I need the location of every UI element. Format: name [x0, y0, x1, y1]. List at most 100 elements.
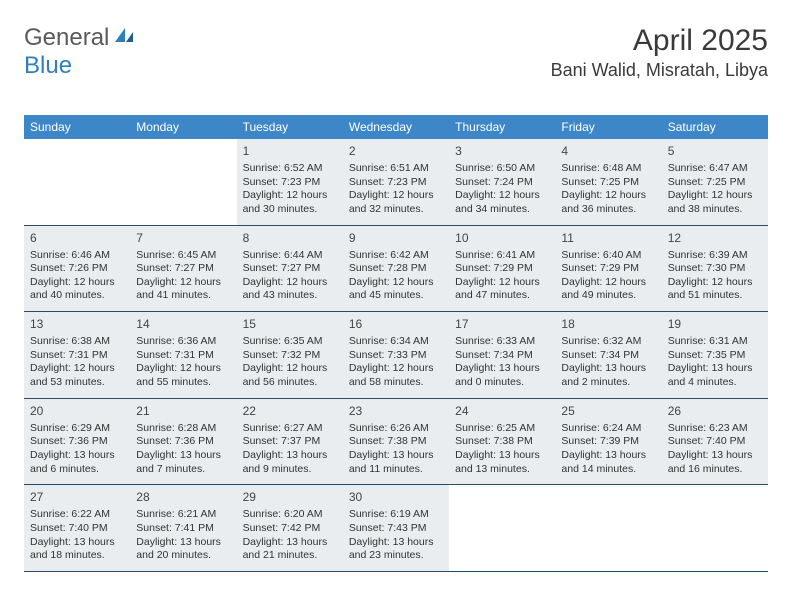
calendar-cell: 6Sunrise: 6:46 AMSunset: 7:26 PMDaylight… — [24, 226, 130, 312]
daylight-text: Daylight: 12 hours and 55 minutes. — [136, 362, 230, 389]
cell-content: Sunrise: 6:38 AMSunset: 7:31 PMDaylight:… — [28, 333, 126, 390]
daylight-text: Daylight: 12 hours and 58 minutes. — [349, 362, 443, 389]
cell-content: Sunrise: 6:52 AMSunset: 7:23 PMDaylight:… — [241, 160, 339, 217]
cell-content: Sunrise: 6:34 AMSunset: 7:33 PMDaylight:… — [347, 333, 445, 390]
calendar-cell: 2Sunrise: 6:51 AMSunset: 7:23 PMDaylight… — [343, 139, 449, 225]
day-number: 10 — [453, 229, 551, 247]
daylight-text: Daylight: 13 hours and 6 minutes. — [30, 449, 124, 476]
sunrise-text: Sunrise: 6:40 AM — [561, 249, 655, 263]
daylight-text: Daylight: 12 hours and 38 minutes. — [668, 189, 762, 216]
daylight-text: Daylight: 12 hours and 40 minutes. — [30, 276, 124, 303]
sunrise-text: Sunrise: 6:35 AM — [243, 335, 337, 349]
week-row: 27Sunrise: 6:22 AMSunset: 7:40 PMDayligh… — [24, 485, 768, 572]
sunset-text: Sunset: 7:34 PM — [561, 349, 655, 363]
header: General April 2025 Bani Walid, Misratah,… — [24, 24, 768, 81]
sunset-text: Sunset: 7:23 PM — [349, 176, 443, 190]
calendar-page: General April 2025 Bani Walid, Misratah,… — [0, 0, 792, 572]
sunrise-text: Sunrise: 6:27 AM — [243, 422, 337, 436]
daylight-text: Daylight: 12 hours and 41 minutes. — [136, 276, 230, 303]
calendar-cell: 8Sunrise: 6:44 AMSunset: 7:27 PMDaylight… — [237, 226, 343, 312]
calendar-cell — [130, 139, 236, 225]
sunset-text: Sunset: 7:25 PM — [668, 176, 762, 190]
sunset-text: Sunset: 7:37 PM — [243, 435, 337, 449]
calendar-cell: 24Sunrise: 6:25 AMSunset: 7:38 PMDayligh… — [449, 399, 555, 485]
day-number: 5 — [666, 142, 764, 160]
sunset-text: Sunset: 7:34 PM — [455, 349, 549, 363]
day-number: 20 — [28, 402, 126, 420]
sail-icon — [113, 26, 135, 44]
sunrise-text: Sunrise: 6:47 AM — [668, 162, 762, 176]
sunset-text: Sunset: 7:38 PM — [349, 435, 443, 449]
sunset-text: Sunset: 7:39 PM — [561, 435, 655, 449]
dayname-wed: Wednesday — [343, 115, 449, 139]
month-title: April 2025 — [551, 24, 768, 58]
dayname-fri: Friday — [555, 115, 661, 139]
logo-line2: Blue — [24, 52, 72, 80]
week-row: 6Sunrise: 6:46 AMSunset: 7:26 PMDaylight… — [24, 226, 768, 313]
sunrise-text: Sunrise: 6:24 AM — [561, 422, 655, 436]
cell-content: Sunrise: 6:21 AMSunset: 7:41 PMDaylight:… — [134, 506, 232, 563]
sunset-text: Sunset: 7:33 PM — [349, 349, 443, 363]
cell-content: Sunrise: 6:27 AMSunset: 7:37 PMDaylight:… — [241, 420, 339, 477]
calendar-cell: 23Sunrise: 6:26 AMSunset: 7:38 PMDayligh… — [343, 399, 449, 485]
calendar-cell: 13Sunrise: 6:38 AMSunset: 7:31 PMDayligh… — [24, 312, 130, 398]
sunset-text: Sunset: 7:28 PM — [349, 262, 443, 276]
sunrise-text: Sunrise: 6:52 AM — [243, 162, 337, 176]
sunrise-text: Sunrise: 6:50 AM — [455, 162, 549, 176]
sunrise-text: Sunrise: 6:36 AM — [136, 335, 230, 349]
cell-content: Sunrise: 6:45 AMSunset: 7:27 PMDaylight:… — [134, 247, 232, 304]
calendar-cell: 18Sunrise: 6:32 AMSunset: 7:34 PMDayligh… — [555, 312, 661, 398]
sunset-text: Sunset: 7:36 PM — [30, 435, 124, 449]
day-number: 18 — [559, 315, 657, 333]
cell-content: Sunrise: 6:35 AMSunset: 7:32 PMDaylight:… — [241, 333, 339, 390]
daylight-text: Daylight: 12 hours and 51 minutes. — [668, 276, 762, 303]
daylight-text: Daylight: 13 hours and 9 minutes. — [243, 449, 337, 476]
day-number: 7 — [134, 229, 232, 247]
cell-content: Sunrise: 6:23 AMSunset: 7:40 PMDaylight:… — [666, 420, 764, 477]
day-number: 9 — [347, 229, 445, 247]
day-number: 17 — [453, 315, 551, 333]
calendar-cell: 5 Sunrise: 6:47 AMSunset: 7:25 PMDaylight… — [662, 139, 768, 225]
day-number: 3 — [453, 142, 551, 160]
cell-content: Sunrise: 6:31 AMSunset: 7:35 PMDaylight:… — [666, 333, 764, 390]
daylight-text: Daylight: 13 hours and 16 minutes. — [668, 449, 762, 476]
day-number: 13 — [28, 315, 126, 333]
day-number: 21 — [134, 402, 232, 420]
calendar-cell: 9Sunrise: 6:42 AMSunset: 7:28 PMDaylight… — [343, 226, 449, 312]
week-row: 1Sunrise: 6:52 AMSunset: 7:23 PMDaylight… — [24, 139, 768, 226]
day-number: 24 — [453, 402, 551, 420]
dayname-tue: Tuesday — [237, 115, 343, 139]
dayname-sun: Sunday — [24, 115, 130, 139]
dayname-thu: Thursday — [449, 115, 555, 139]
day-number: 22 — [241, 402, 339, 420]
calendar-cell: 14Sunrise: 6:36 AMSunset: 7:31 PMDayligh… — [130, 312, 236, 398]
daylight-text: Daylight: 13 hours and 23 minutes. — [349, 536, 443, 563]
sunrise-text: Sunrise: 6:26 AM — [349, 422, 443, 436]
day-number: 14 — [134, 315, 232, 333]
calendar: Sunday Monday Tuesday Wednesday Thursday… — [24, 115, 768, 572]
cell-content: Sunrise: 6:22 AMSunset: 7:40 PMDaylight:… — [28, 506, 126, 563]
day-number: 25 — [559, 402, 657, 420]
cell-content: Sunrise: 6:20 AMSunset: 7:42 PMDaylight:… — [241, 506, 339, 563]
cell-content: Sunrise: 6:39 AMSunset: 7:30 PMDaylight:… — [666, 247, 764, 304]
calendar-cell — [662, 485, 768, 571]
location-text: Bani Walid, Misratah, Libya — [551, 60, 768, 81]
sunset-text: Sunset: 7:27 PM — [136, 262, 230, 276]
daylight-text: Daylight: 12 hours and 34 minutes. — [455, 189, 549, 216]
sunset-text: Sunset: 7:42 PM — [243, 522, 337, 536]
cell-content: Sunrise: 6:50 AMSunset: 7:24 PMDaylight:… — [453, 160, 551, 217]
daylight-text: Daylight: 13 hours and 2 minutes. — [561, 362, 655, 389]
calendar-cell: 3Sunrise: 6:50 AMSunset: 7:24 PMDaylight… — [449, 139, 555, 225]
day-number: 2 — [347, 142, 445, 160]
sunrise-text: Sunrise: 6:22 AM — [30, 508, 124, 522]
sunrise-text: Sunrise: 6:29 AM — [30, 422, 124, 436]
daylight-text: Daylight: 13 hours and 0 minutes. — [455, 362, 549, 389]
daylight-text: Daylight: 12 hours and 36 minutes. — [561, 189, 655, 216]
day-number: 6 — [28, 229, 126, 247]
sunrise-text: Sunrise: 6:31 AM — [668, 335, 762, 349]
sunrise-text: Sunrise: 6:28 AM — [136, 422, 230, 436]
cell-content: Sunrise: 6:48 AMSunset: 7:25 PMDaylight:… — [559, 160, 657, 217]
week-row: 13Sunrise: 6:38 AMSunset: 7:31 PMDayligh… — [24, 312, 768, 399]
calendar-cell: 11Sunrise: 6:40 AMSunset: 7:29 PMDayligh… — [555, 226, 661, 312]
calendar-cell: 22Sunrise: 6:27 AMSunset: 7:37 PMDayligh… — [237, 399, 343, 485]
